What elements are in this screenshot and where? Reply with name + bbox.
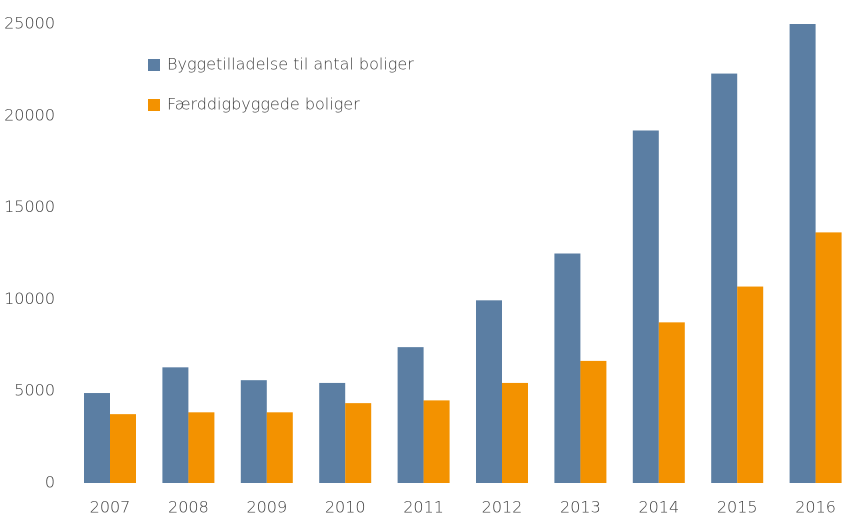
bar: [345, 403, 372, 483]
x-tick-label: 2010: [325, 498, 366, 517]
x-tick-label: 2016: [795, 498, 836, 517]
y-tick-label: 10000: [4, 289, 55, 308]
bar: [658, 322, 685, 483]
bar: [632, 130, 659, 483]
x-tick-label: 2013: [560, 498, 601, 517]
bar: [266, 412, 293, 483]
legend-swatch: [148, 59, 160, 71]
bar: [476, 300, 502, 483]
y-tick-label: 0: [45, 473, 55, 492]
legend-label: Færddigbyggede boliger: [167, 95, 360, 114]
legend-label: Byggetilladelse til antal boliger: [167, 55, 414, 74]
x-tick-label: 2009: [246, 498, 287, 517]
legend-swatch: [148, 99, 160, 111]
bar: [319, 382, 346, 483]
bar: [84, 393, 110, 483]
x-tick-label: 2015: [717, 498, 758, 517]
bar: [240, 380, 267, 483]
y-tick-label: 25000: [4, 14, 55, 33]
x-tick-label: 2014: [638, 498, 679, 517]
bar: [815, 232, 842, 483]
bar: [554, 253, 581, 483]
bar: [110, 414, 136, 483]
bar: [711, 73, 738, 484]
y-tick-label: 5000: [14, 381, 55, 400]
bar: [397, 347, 424, 483]
bar: [580, 360, 607, 483]
bar: [423, 400, 450, 483]
bar: [737, 286, 764, 483]
bar: [188, 412, 215, 483]
y-tick-label: 20000: [4, 105, 55, 124]
bar: [162, 367, 189, 483]
x-tick-label: 2008: [168, 498, 209, 517]
bar: [789, 24, 816, 483]
bar: [502, 382, 528, 483]
y-tick-label: 15000: [4, 197, 55, 216]
x-tick-label: 2012: [482, 498, 523, 517]
x-tick-label: 2011: [403, 498, 444, 517]
x-tick-label: 2007: [90, 498, 131, 517]
